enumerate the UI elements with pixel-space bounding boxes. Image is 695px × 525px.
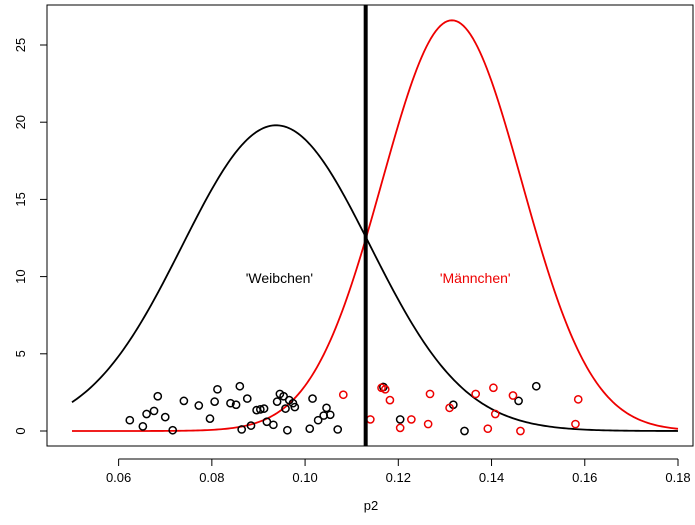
x-tick-label: 0.06 [106,470,131,485]
data-point [246,421,256,430]
data-point [571,419,580,429]
y-tick-label: 0 [13,427,28,434]
data-point [226,398,235,408]
data-point [325,410,335,420]
data-point [425,389,435,399]
data-point [259,404,269,413]
density-curves [71,19,679,432]
data-point [160,412,170,422]
data-point [407,415,416,424]
data-point [153,391,163,401]
data-point [281,404,290,413]
density-curve-2 [72,19,679,432]
data-point [235,381,245,391]
y-tick-label: 15 [13,192,28,206]
data-point [213,384,222,394]
x-tick-label: 0.14 [479,470,504,485]
data-point [483,424,493,434]
data-point [168,425,178,435]
data-point [514,396,523,406]
data-point [210,397,219,407]
data-point [272,397,282,407]
data-point [460,426,469,436]
data-point [395,415,405,424]
data-point [365,415,375,424]
x-tick-label: 0.16 [572,470,597,485]
data-point [205,414,215,423]
data-point [308,394,317,403]
x-tick-label: 0.10 [292,470,317,485]
data-point [313,415,323,425]
data-point [445,403,454,413]
data-point [125,415,135,425]
data-points [125,381,583,436]
data-point [142,409,151,419]
data-point [138,422,148,431]
x-tick-label: 0.12 [386,470,411,485]
data-point [322,403,331,413]
data-point [255,405,265,414]
x-tick-label: 0.08 [199,470,224,485]
y-axis: 0 5 10 15 20 25 [13,38,48,435]
y-tick-label: 20 [13,115,28,129]
data-point [237,425,247,434]
data-point [423,419,433,429]
x-tick-label: 0.18 [665,470,690,485]
data-point [231,400,241,410]
y-tick-label: 10 [13,269,28,283]
y-tick-label: 25 [13,38,28,52]
data-point [395,423,405,433]
annotation-label: 'Männchen' [440,270,511,286]
data-point [269,420,278,430]
data-point [531,381,541,391]
data-point [290,402,300,412]
x-axis-label: p2 [364,498,378,513]
density-curve-1 [71,124,679,432]
data-point [380,384,390,394]
x-axis: 0.06 0.08 0.10 0.12 0.14 0.16 0.18 [106,458,691,485]
data-point [385,395,395,405]
annotation-label: 'Weibchen' [246,270,313,286]
data-point [149,406,159,416]
data-point [333,425,343,434]
data-point [194,401,204,410]
data-point [516,426,525,436]
data-point [283,425,292,435]
data-point [471,389,481,399]
data-point [573,395,583,404]
data-point [305,424,315,434]
data-point [508,391,518,400]
data-point [338,390,348,400]
annotations: 'Weibchen' 'Männchen' [246,270,511,286]
data-point [490,409,500,419]
y-tick-label: 5 [13,350,28,357]
data-point [242,394,252,403]
data-point [489,383,498,393]
data-point [179,396,189,406]
